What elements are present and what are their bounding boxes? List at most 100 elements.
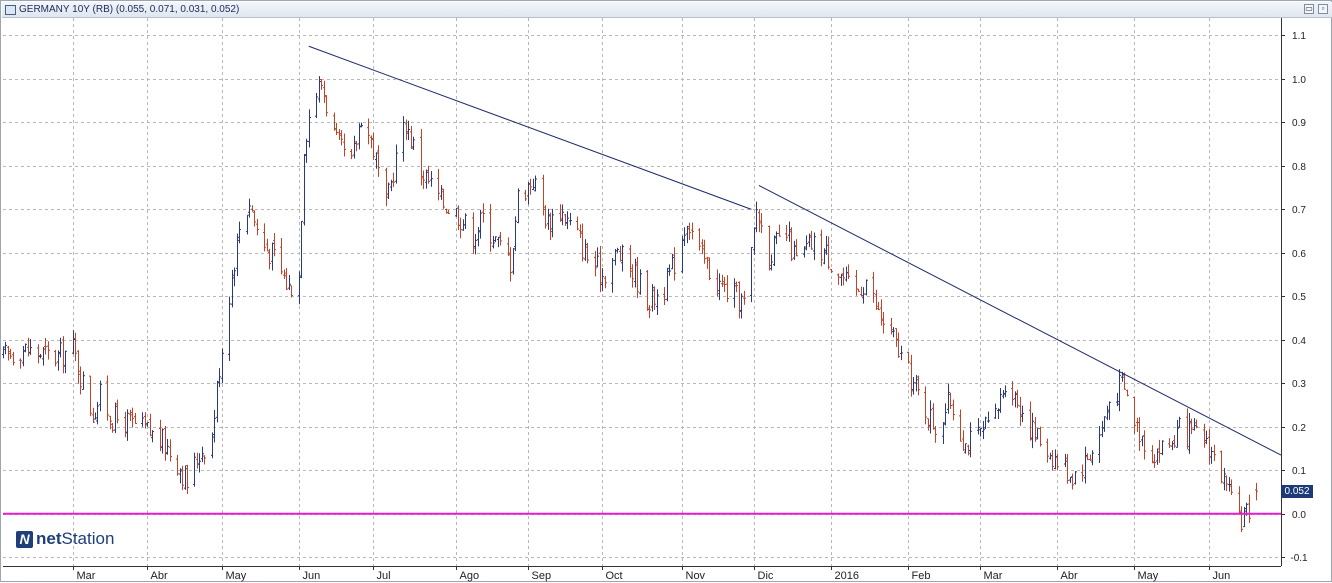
ohlc-bar [803, 246, 806, 258]
ohlc-bar [57, 350, 60, 371]
ohlc-bar [266, 238, 269, 252]
ohlc-bar [639, 269, 642, 295]
ohlc-bar [723, 276, 726, 293]
ohlc-bar [280, 237, 283, 275]
ohlc-bar [350, 149, 353, 160]
ohlc-bar [1011, 381, 1014, 406]
ohlc-bar [92, 407, 95, 423]
ohlc-bar [164, 426, 167, 461]
ohlc-bar [213, 409, 216, 443]
ohlc-bar [340, 130, 343, 146]
ohlc-bar [668, 264, 671, 276]
ohlc-bar [79, 366, 82, 395]
ohlc-bar [1014, 391, 1017, 408]
ohlc-bar [681, 235, 684, 274]
ohlc-bar [820, 229, 823, 267]
ohlc-bar [99, 380, 102, 412]
ohlc-bar [517, 188, 520, 224]
ohlc-bar [367, 118, 370, 145]
ohlc-bar [1103, 416, 1106, 432]
ohlc-bar [238, 221, 241, 244]
ohlc-bar [1213, 444, 1216, 462]
ohlc-bar [203, 455, 206, 465]
ohlc-bar [24, 343, 27, 353]
ohlc-bar [1193, 418, 1196, 431]
grid-layer [3, 18, 1281, 566]
ohlc-bar [611, 258, 614, 293]
ohlc-bar [890, 318, 893, 335]
ohlc-bar [1255, 482, 1258, 501]
ohlc-bar [1188, 413, 1191, 454]
x-tick-label: Jul [377, 570, 391, 582]
logo-mark-icon: N [16, 530, 33, 548]
ohlc-bar [703, 239, 706, 264]
ohlc-bar [862, 287, 865, 304]
ohlc-bar [253, 210, 256, 227]
ohlc-bar [370, 135, 373, 149]
ohlc-bar [561, 204, 564, 226]
logo-text-suffix: Station [61, 529, 115, 548]
ohlc-bar [447, 210, 450, 214]
y-tick-label: -0.1 [1290, 553, 1308, 564]
restore-button[interactable]: ▭ [1304, 4, 1314, 14]
ohlc-bar [1126, 389, 1129, 397]
ohlc-bar [619, 246, 622, 262]
ohlc-bar [1138, 417, 1141, 452]
ohlc-bar [198, 453, 201, 473]
ohlc-bar [392, 172, 395, 188]
ohlc-bar [840, 273, 843, 286]
ohlc-bar [927, 418, 930, 431]
y-tick-label: 0.9 [1292, 118, 1306, 129]
ohlc-bar [507, 237, 510, 256]
ohlc-bar [716, 269, 719, 297]
ohlc-bar [7, 346, 10, 361]
ohlc-bar [464, 213, 467, 230]
ohlc-bar [1248, 494, 1251, 524]
ohlc-bar [932, 403, 935, 430]
y-tick-label: 0.2 [1292, 423, 1306, 434]
ohlc-bar [4, 341, 7, 355]
ohlc-bar [256, 219, 259, 236]
ohlc-bar [437, 168, 440, 201]
ohlc-bar [542, 174, 545, 216]
title-bar[interactable]: GERMANY 10Y (RB) (0.055, 0.071, 0.031, 0… [2, 2, 1332, 18]
ohlc-bar [1074, 471, 1077, 485]
ohlc-bar [251, 205, 254, 212]
ohlc-bar [584, 239, 587, 261]
ohlc-bar [479, 209, 482, 239]
ohlc-bar [614, 248, 617, 266]
ohlc-bar [691, 222, 694, 240]
ohlc-bar [1054, 449, 1057, 470]
ohlc-bar [231, 269, 234, 308]
ohlc-bar [1051, 449, 1054, 471]
ohlc-bar [236, 233, 239, 277]
ohlc-bar [410, 125, 413, 150]
x-tick-label: Sep [532, 570, 552, 582]
ohlc-bar [407, 120, 410, 140]
ohlc-bar [442, 188, 445, 209]
ohlc-bar [768, 225, 771, 271]
ohlc-bar [179, 468, 182, 484]
last-price-badge: 0.052 [1281, 484, 1313, 498]
ohlc-bar [9, 348, 12, 359]
ohlc-bar [1086, 453, 1089, 461]
ohlc-bar [1205, 430, 1208, 445]
ohlc-bar [942, 422, 945, 444]
ohlc-bar [59, 337, 62, 358]
y-tick-label: 0.7 [1292, 205, 1306, 216]
x-tick-label: May [1138, 570, 1159, 582]
close-button[interactable]: ▫ [1318, 4, 1328, 14]
ohlc-bar [149, 413, 152, 437]
ohlc-bar [534, 175, 537, 192]
ohlc-bar [947, 383, 950, 414]
ohlc-bar [1153, 454, 1156, 468]
ohlc-bar [1069, 476, 1072, 483]
x-tick-label: Jun [1213, 570, 1231, 582]
ohlc-bar [755, 201, 758, 233]
ohlc-bar [823, 248, 826, 265]
ohlc-bar [984, 416, 987, 429]
ohlc-bar [646, 269, 649, 311]
ohlc-bar [524, 189, 527, 202]
ohlc-bar [211, 432, 214, 459]
